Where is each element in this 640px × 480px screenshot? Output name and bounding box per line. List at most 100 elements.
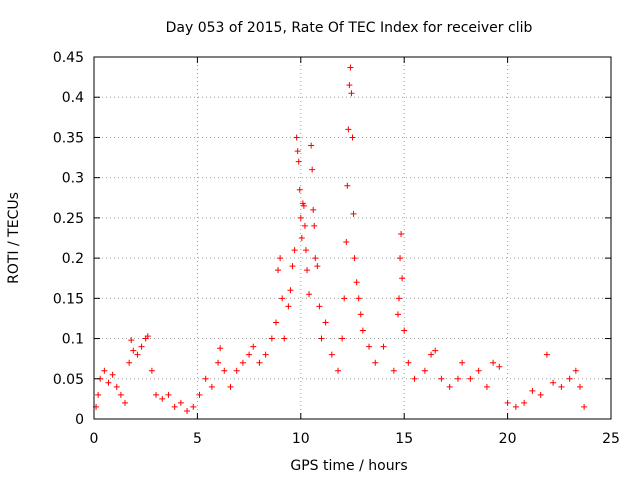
data-point — [190, 403, 197, 410]
data-point — [159, 395, 166, 402]
y-tick-label: 0.1 — [62, 332, 84, 348]
y-tick-label: 0 — [75, 412, 84, 428]
data-point — [144, 333, 151, 340]
data-point — [101, 367, 108, 374]
plot-frame — [93, 56, 612, 420]
data-point — [529, 387, 536, 394]
data-point — [239, 359, 246, 366]
data-point — [268, 335, 275, 342]
y-tick-label: 0.05 — [53, 372, 84, 388]
data-point — [117, 391, 124, 398]
data-point — [184, 407, 191, 414]
y-axis-label: ROTI / TECUs — [6, 192, 22, 284]
data-point — [421, 367, 428, 374]
data-point — [581, 403, 588, 410]
data-point — [312, 255, 319, 262]
data-point — [355, 295, 362, 302]
data-point — [521, 399, 528, 406]
data-point — [335, 367, 342, 374]
data-point — [217, 345, 224, 352]
data-point — [372, 359, 379, 366]
data-point — [390, 367, 397, 374]
data-point — [353, 279, 360, 286]
data-point — [316, 303, 323, 310]
data-point — [512, 403, 519, 410]
data-point — [350, 210, 357, 217]
data-point — [345, 126, 352, 133]
data-point — [128, 337, 135, 344]
data-point — [380, 343, 387, 350]
data-point — [165, 391, 172, 398]
data-point — [308, 142, 315, 149]
data-point — [250, 343, 257, 350]
data-point — [311, 222, 318, 229]
data-point — [543, 351, 550, 358]
data-point — [208, 383, 215, 390]
data-point — [227, 383, 234, 390]
data-point — [105, 379, 112, 386]
x-tick-label: 15 — [395, 431, 413, 447]
x-axis-label: GPS time / hours — [290, 458, 407, 474]
data-point — [289, 263, 296, 270]
chart-title: Day 053 of 2015, Rate Of TEC Index for r… — [166, 20, 533, 36]
data-point — [130, 347, 137, 354]
data-point — [306, 291, 313, 298]
grid-lines — [94, 57, 611, 419]
data-point — [537, 391, 544, 398]
data-point — [504, 399, 511, 406]
data-point — [343, 239, 350, 246]
data-point — [438, 375, 445, 382]
data-point — [357, 311, 364, 318]
data-point — [432, 347, 439, 354]
data-point — [454, 375, 461, 382]
data-point — [359, 327, 366, 334]
data-point — [558, 383, 565, 390]
data-point — [398, 230, 405, 237]
data-point — [405, 359, 412, 366]
data-point — [294, 148, 301, 155]
y-tick-label: 0.4 — [62, 90, 84, 106]
data-point — [148, 367, 155, 374]
data-point — [126, 359, 133, 366]
data-point — [401, 327, 408, 334]
data-point — [302, 247, 309, 254]
data-point — [138, 343, 145, 350]
data-point — [202, 375, 209, 382]
data-point — [396, 295, 403, 302]
data-point — [566, 375, 573, 382]
data-point — [279, 295, 286, 302]
data-point — [366, 343, 373, 350]
data-point — [344, 182, 351, 189]
x-tick-label: 20 — [499, 431, 517, 447]
data-point — [256, 359, 263, 366]
data-point — [310, 206, 317, 213]
y-tick-label: 0.45 — [53, 50, 84, 66]
data-point — [446, 383, 453, 390]
data-point — [300, 202, 307, 209]
data-point — [496, 363, 503, 370]
data-point — [428, 351, 435, 358]
data-point — [221, 367, 228, 374]
data-point — [171, 403, 178, 410]
data-point — [328, 351, 335, 358]
data-point — [291, 247, 298, 254]
data-point — [275, 267, 282, 274]
axis-ticks: 0 0.05 0.1 0.15 0.2 0.25 0.3 0.35 0.4 0.45 0 5 10 15 2… — [53, 50, 620, 447]
data-point — [272, 319, 279, 326]
x-tick-label: 10 — [292, 431, 310, 447]
data-point — [341, 295, 348, 302]
data-point — [572, 367, 579, 374]
data-point — [296, 186, 303, 193]
y-tick-label: 0.2 — [62, 251, 84, 267]
data-point — [281, 335, 288, 342]
data-point — [550, 379, 557, 386]
data-point — [287, 287, 294, 294]
data-point — [95, 391, 102, 398]
x-tick-label: 5 — [193, 431, 202, 447]
data-point — [177, 399, 184, 406]
data-point — [348, 90, 355, 97]
data-point — [285, 303, 292, 310]
data-point — [293, 134, 300, 141]
data-point — [394, 311, 401, 318]
